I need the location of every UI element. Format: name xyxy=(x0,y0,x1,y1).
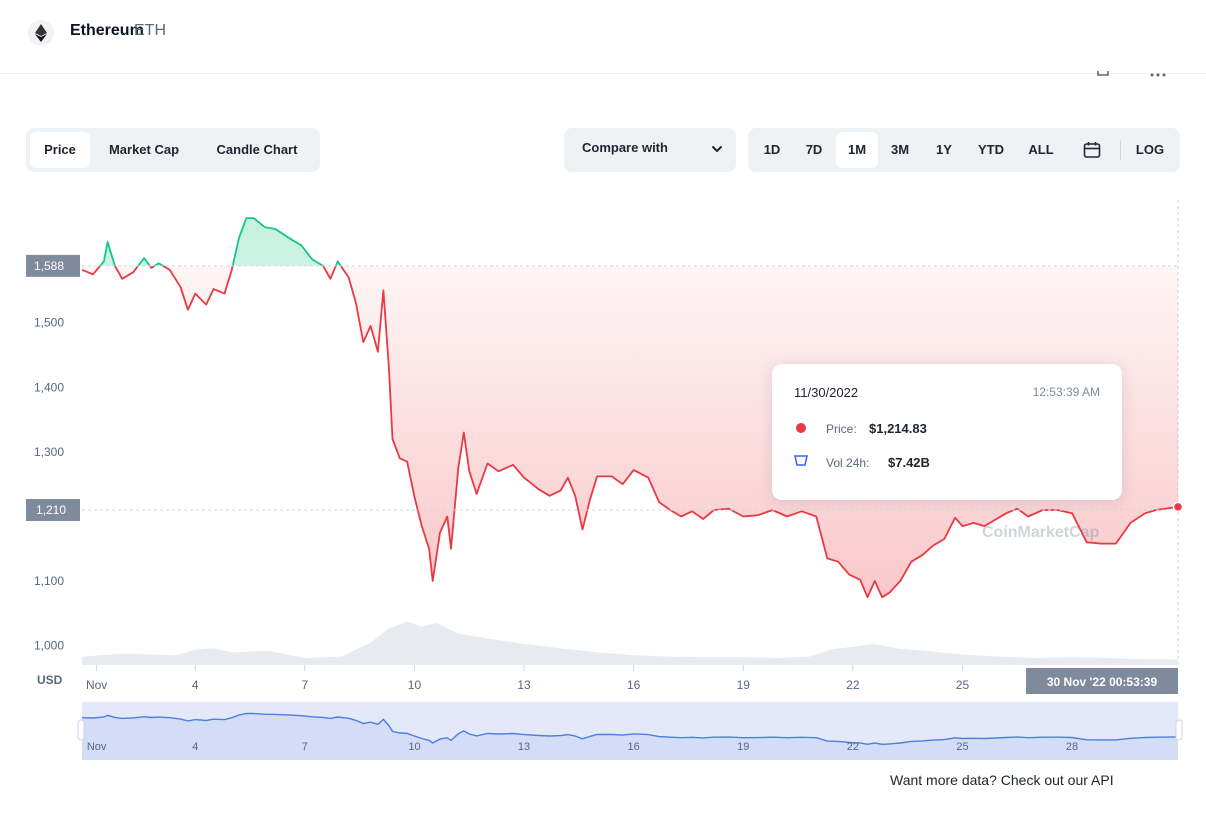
navigator-tick-label: 25 xyxy=(956,741,968,753)
navigator-tick-label: Nov xyxy=(87,741,107,753)
tab-candle-chart[interactable]: Candle Chart xyxy=(216,142,298,157)
x-tick-label: 7 xyxy=(302,678,309,692)
navigator-tick-label: 22 xyxy=(847,741,859,753)
range-1m[interactable]: 1M xyxy=(836,132,878,168)
navigator-line xyxy=(81,712,1179,746)
compare-label: Compare with xyxy=(582,140,668,155)
log-toggle[interactable]: LOG xyxy=(1135,142,1165,157)
range-navigator[interactable]: Nov 4 7 10 13 16 19 22 25 28 xyxy=(77,702,1183,760)
coin-name: Ethereum xyxy=(70,22,144,39)
volume-bars xyxy=(82,621,1178,665)
y-tick-label: 1,500 xyxy=(34,316,64,330)
reference-price-label: 1,588 xyxy=(34,259,64,273)
x-tick-label: 16 xyxy=(627,678,641,692)
range-divider xyxy=(1120,140,1121,160)
y-axis: 1,000 1,100 1,300 1,400 1,500 USD xyxy=(34,316,64,687)
range-1y[interactable]: 1Y xyxy=(936,142,952,157)
price-line-up xyxy=(98,217,342,266)
time-range-selector: 1D 7D 1M 3M 1Y YTD ALL LOG xyxy=(748,128,1180,172)
tab-market-cap[interactable]: Market Cap xyxy=(108,142,180,157)
tooltip-date: 11/30/2022 xyxy=(794,385,859,400)
calendar-icon[interactable] xyxy=(1083,141,1101,159)
compare-with-dropdown[interactable]: Compare with xyxy=(564,128,736,172)
tooltip-volume-value: $7.42B xyxy=(888,455,930,470)
navigator-handle-right xyxy=(1175,719,1183,741)
y-tick-label: 1,300 xyxy=(34,445,64,459)
current-price-label: 1,210 xyxy=(36,503,66,517)
range-ytd[interactable]: YTD xyxy=(978,142,1004,157)
toolbar-icons[interactable] xyxy=(1094,68,1174,80)
range-7d[interactable]: 7D xyxy=(805,142,823,157)
reference-lines: 1,588 1,210 xyxy=(26,254,1184,521)
x-tick-label: 25 xyxy=(956,678,970,692)
navigator-tick-label: 19 xyxy=(737,741,749,753)
range-1d[interactable]: 1D xyxy=(763,142,781,157)
navigator-tick-label: 16 xyxy=(628,741,640,753)
price-tooltip: 11/30/2022 12:53:39 AM Price: $1,214.83 … xyxy=(772,364,1122,500)
reference-price-tag xyxy=(26,254,80,277)
navigator-tick-label: 28 xyxy=(1066,741,1078,753)
navigator-handle-left xyxy=(77,719,85,741)
navigator-tick-label: 4 xyxy=(192,741,198,753)
navigator-area xyxy=(82,713,1178,760)
y-tick-label: 1,100 xyxy=(34,574,64,588)
coin-symbol: ETH xyxy=(134,22,166,39)
crosshair-time-label: 30 Nov '22 00:53:39 xyxy=(1047,675,1158,689)
volume-icon xyxy=(794,455,808,466)
navigator-tick-label: 7 xyxy=(302,741,308,753)
price-line-down xyxy=(81,265,1179,599)
navigator-tick-label: 13 xyxy=(518,741,530,753)
price-line xyxy=(81,217,1179,599)
x-tick-label: 13 xyxy=(517,678,531,692)
range-all[interactable]: ALL xyxy=(1028,142,1054,157)
crosshair-time-tag xyxy=(1026,668,1178,694)
chart-type-tabs: Price Market Cap Candle Chart xyxy=(26,128,320,172)
x-tick-label: 19 xyxy=(737,678,751,692)
tooltip-time: 12:53:39 AM xyxy=(1032,385,1100,399)
price-fill xyxy=(82,218,1178,598)
tooltip-price-label: Price: xyxy=(826,422,857,436)
y-tick-label: 1,000 xyxy=(34,639,64,653)
current-price-dot xyxy=(1172,501,1184,513)
coinmarketcap-watermark: CoinMarketCap xyxy=(982,524,1100,541)
y-unit-label: USD xyxy=(37,673,63,687)
y-tick-label: 1,400 xyxy=(34,380,64,394)
x-tick-label: Nov xyxy=(86,678,107,692)
chevron-down-icon xyxy=(712,146,722,152)
api-promo-link[interactable]: Want more data? Check out our API xyxy=(890,772,1114,788)
fullscreen-icon xyxy=(1097,71,1109,76)
ethereum-icon xyxy=(28,20,54,46)
tooltip-volume-label: Vol 24h: xyxy=(826,456,870,470)
x-tick-label: 22 xyxy=(846,678,860,692)
tooltip-price-value: $1,214.83 xyxy=(869,421,927,436)
down-area-fill xyxy=(82,265,1178,598)
x-tick-label: 10 xyxy=(408,678,422,692)
more-icon xyxy=(1150,73,1154,77)
range-3m[interactable]: 3M xyxy=(890,142,910,157)
x-axis: Nov 4 7 10 13 16 19 22 25 30 Nov '22 00:53:39 xyxy=(86,665,1178,694)
x-tick-label: 4 xyxy=(192,678,199,692)
tab-price[interactable]: Price xyxy=(30,132,90,168)
navigator-tick-label: 10 xyxy=(408,741,420,753)
price-dot-icon xyxy=(796,423,806,433)
current-price-tag xyxy=(26,499,80,521)
coin-header: Ethereum ETH xyxy=(0,0,1206,77)
volume-area xyxy=(82,621,1178,665)
